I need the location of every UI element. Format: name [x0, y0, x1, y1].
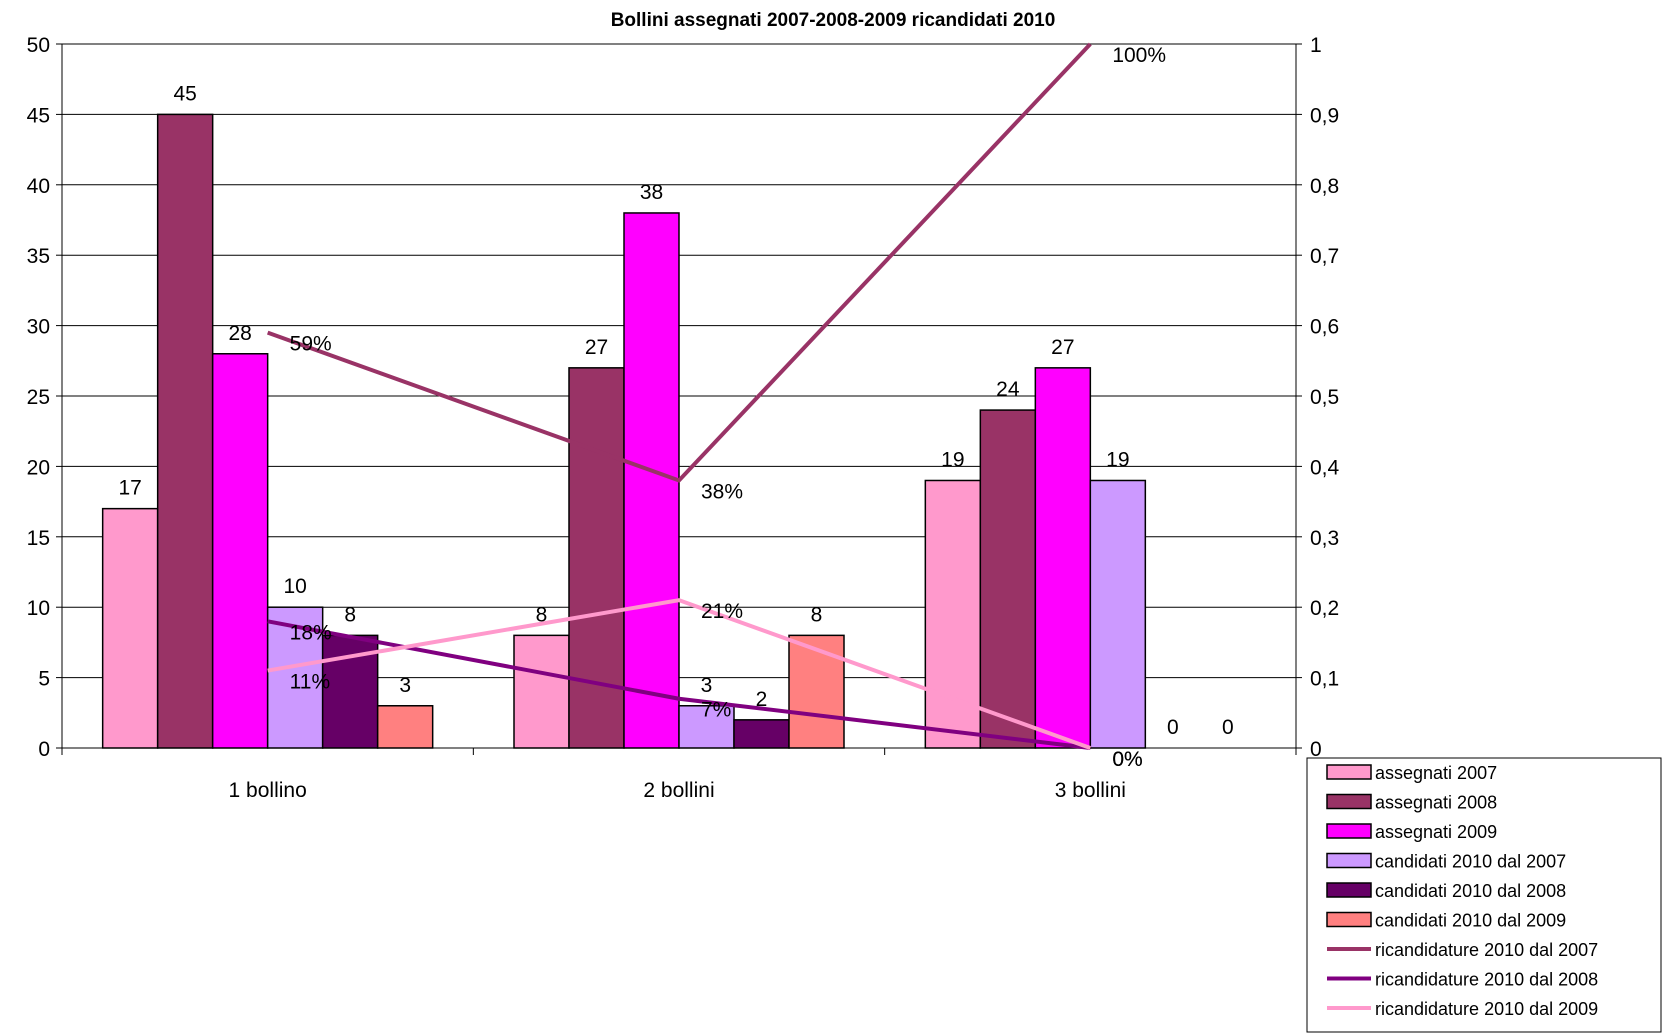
bar — [733, 719, 790, 749]
y-right-tick-label: 0,6 — [1310, 316, 1339, 339]
x-tick-label: 1 bollino — [229, 779, 307, 802]
bar-series — [101, 113, 1147, 749]
y-right-tick-label: 1 — [1310, 34, 1322, 57]
bar-value-label: 3 — [701, 674, 713, 697]
legend-label: ricandidature 2010 dal 2007 — [1375, 940, 1598, 960]
line-value-label: 0% — [1112, 748, 1142, 771]
chart-title: Bollini assegnati 2007-2008-2009 ricandi… — [611, 10, 1056, 31]
bar-value-label: 19 — [1106, 448, 1129, 471]
bar — [678, 705, 735, 749]
legend-swatch — [1326, 823, 1372, 839]
bar-value-label: 28 — [228, 322, 251, 345]
y-right-tick-label: 0,2 — [1310, 597, 1339, 620]
legend-label: ricandidature 2010 dal 2009 — [1375, 999, 1598, 1019]
bar — [788, 634, 845, 749]
line-value-label: 18% — [290, 621, 332, 644]
bar-value-label: 0 — [1222, 716, 1234, 739]
bar-value-label: 27 — [585, 336, 608, 359]
bar — [623, 212, 680, 749]
legend-swatch — [1326, 793, 1372, 810]
line-value-label: 21% — [701, 600, 743, 623]
data-labels: 178194527242838271031982038059%38%100%18… — [118, 44, 1233, 771]
y-left-tick-label: 40 — [27, 175, 50, 198]
y-left-tick-label: 20 — [27, 456, 50, 479]
legend-swatch — [1326, 911, 1372, 928]
bar — [568, 367, 625, 749]
legend-label: assegnati 2007 — [1375, 763, 1497, 783]
bar-value-label: 19 — [941, 448, 964, 471]
legend-label: assegnati 2009 — [1375, 822, 1497, 842]
legend-label: candidati 2010 dal 2008 — [1375, 881, 1566, 901]
legend-label: ricandidature 2010 dal 2008 — [1375, 970, 1598, 990]
bar — [211, 353, 269, 749]
bar — [1089, 479, 1147, 749]
bar-value-label: 10 — [283, 575, 306, 598]
x-tick-label: 3 bollini — [1055, 779, 1126, 802]
axes: 0510152025303540455000,10,20,30,40,50,60… — [27, 34, 1340, 802]
line-value-label: 0% — [1112, 748, 1142, 771]
bar-value-label: 2 — [756, 688, 768, 711]
bar-value-label: 17 — [118, 477, 141, 500]
line-value-label: 100% — [1112, 44, 1166, 67]
bar-value-label: 3 — [399, 674, 411, 697]
y-right-tick-label: 0,4 — [1310, 456, 1340, 479]
y-right-tick-label: 0 — [1310, 738, 1322, 761]
y-left-tick-label: 50 — [27, 34, 50, 57]
bar-value-label: 24 — [996, 378, 1020, 401]
line-value-label: 7% — [701, 699, 731, 722]
y-left-tick-label: 0 — [38, 738, 50, 761]
y-left-tick-label: 10 — [27, 597, 50, 620]
legend-label: candidati 2010 dal 2007 — [1375, 852, 1566, 872]
bar-value-label: 0 — [1167, 716, 1179, 739]
y-left-tick-label: 30 — [27, 316, 50, 339]
line-value-label: 59% — [290, 333, 332, 356]
bar — [513, 634, 570, 749]
y-left-tick-label: 5 — [38, 668, 50, 691]
legend-swatch — [1326, 882, 1372, 898]
y-left-tick-label: 45 — [27, 104, 50, 127]
y-right-tick-label: 0,7 — [1310, 245, 1339, 268]
bar — [979, 409, 1037, 749]
bar-value-label: 8 — [344, 603, 356, 626]
legend: assegnati 2007 assegnati 2008 assegnati 20… — [1306, 757, 1662, 1033]
bar-value-label: 38 — [640, 181, 663, 204]
line-series-path — [266, 42, 1092, 483]
line-value-label: 38% — [701, 480, 743, 503]
bar — [1034, 367, 1092, 749]
y-right-tick-label: 0,1 — [1310, 668, 1339, 691]
y-right-tick-label: 0,8 — [1310, 175, 1339, 198]
x-tick-label: 2 bollini — [643, 779, 714, 802]
legend-swatch — [1326, 764, 1372, 780]
y-right-tick-label: 0,3 — [1310, 527, 1339, 550]
y-left-tick-label: 15 — [27, 527, 50, 550]
y-right-tick-label: 0,5 — [1310, 386, 1339, 409]
line-series-path — [267, 598, 1092, 750]
bar-value-label: 8 — [536, 603, 548, 626]
bar-value-label: 8 — [811, 603, 823, 626]
line-series — [266, 42, 1092, 750]
bar — [156, 113, 214, 749]
legend-label: candidati 2010 dal 2009 — [1375, 911, 1566, 931]
legend-label: assegnati 2008 — [1375, 793, 1497, 813]
bar — [924, 479, 982, 749]
bar-value-label: 45 — [173, 82, 196, 105]
legend-swatch — [1326, 852, 1372, 869]
bar-value-label: 27 — [1051, 336, 1074, 359]
line-value-label: 11% — [290, 671, 330, 694]
y-left-tick-label: 25 — [27, 386, 50, 409]
y-left-tick-label: 35 — [27, 245, 50, 268]
bar — [376, 705, 434, 749]
y-right-tick-label: 0,9 — [1310, 104, 1339, 127]
bar — [101, 507, 159, 749]
